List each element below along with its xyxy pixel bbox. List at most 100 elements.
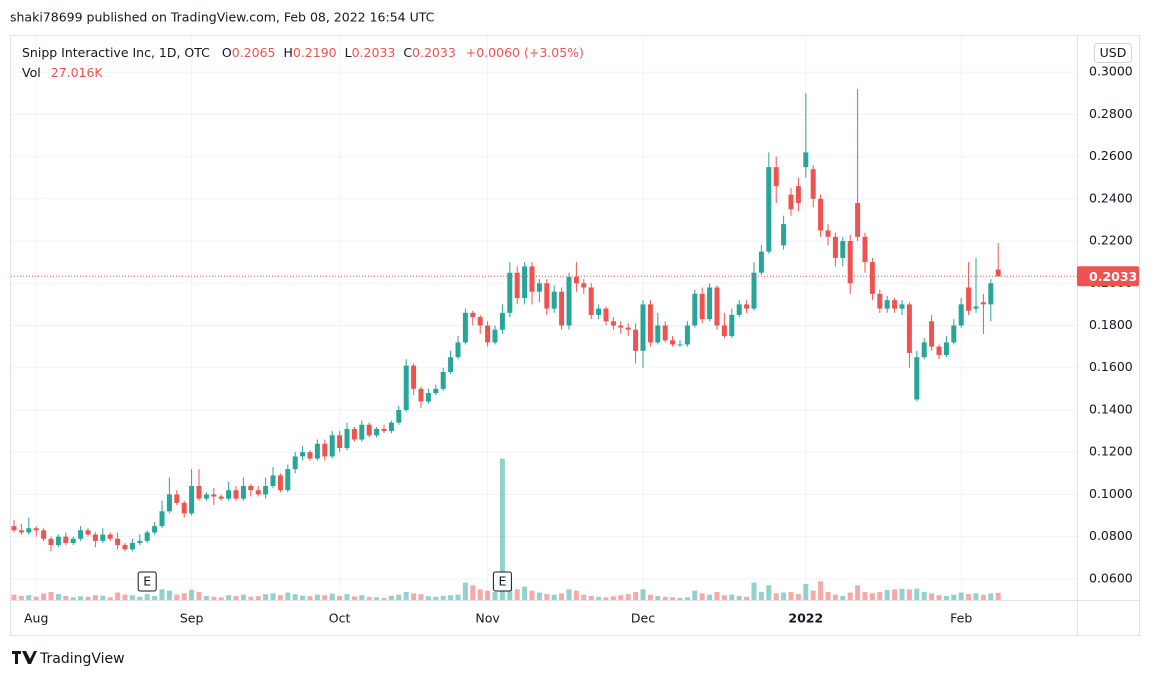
candle-body	[781, 224, 787, 246]
candle-body	[248, 485, 254, 491]
x-tick-label: Oct	[329, 611, 351, 626]
candle-body	[832, 236, 838, 258]
candle-body	[270, 475, 276, 486]
chart-frame	[10, 35, 1140, 636]
candle-body	[788, 194, 794, 210]
volume-bar	[388, 595, 394, 600]
volume-bar	[218, 597, 224, 600]
candle-body	[166, 494, 172, 512]
volume-bar	[588, 596, 594, 600]
candle-body	[603, 308, 609, 322]
candle-body	[433, 388, 439, 394]
volume-bar	[270, 593, 276, 600]
candle-body	[729, 314, 735, 337]
candle-body	[840, 241, 846, 258]
volume-bar	[544, 594, 550, 600]
candle-body	[418, 388, 424, 402]
candle-body	[744, 304, 750, 309]
volume-bar	[159, 589, 165, 600]
candle-body	[758, 251, 764, 273]
candle-body	[980, 302, 986, 305]
candle-body	[115, 538, 121, 546]
volume-bar	[633, 592, 639, 600]
candle-body	[18, 530, 24, 533]
candle-body	[566, 276, 572, 326]
volume-bar	[403, 592, 409, 600]
candle-body	[921, 342, 927, 358]
brand: TradingView	[39, 651, 125, 667]
volume-bar	[411, 593, 417, 600]
candle-body	[263, 485, 269, 495]
volume-bar	[980, 594, 986, 600]
candle-body	[26, 528, 32, 533]
volume-bar	[610, 596, 616, 600]
ohlc-value: 0.2065	[232, 45, 276, 60]
volume-bar	[573, 590, 579, 600]
candle-body	[337, 435, 343, 448]
volume-bar	[381, 597, 387, 600]
volume-bar	[55, 594, 61, 600]
volume-bar	[107, 597, 113, 600]
ohlc-label: O	[222, 45, 232, 60]
last-price-label: 0.2033	[1089, 269, 1137, 284]
volume-bar	[462, 582, 468, 600]
candle-body	[129, 542, 135, 550]
volume-bar	[647, 594, 653, 600]
candle-body	[307, 452, 313, 459]
volume-bar	[699, 593, 705, 600]
volume-bar	[277, 595, 283, 600]
volume-bar	[736, 596, 742, 600]
candle-body	[707, 287, 713, 320]
x-tick-label: Aug	[24, 611, 48, 626]
volume-bar	[522, 586, 528, 600]
volume-bar	[26, 595, 32, 600]
candle-body	[884, 300, 890, 309]
volume-bar	[174, 594, 180, 600]
volume-bar	[884, 589, 890, 600]
currency-box[interactable]	[1094, 43, 1132, 63]
candle-body	[92, 534, 98, 541]
x-tick-label: 2022	[788, 611, 823, 626]
volume-bar	[203, 596, 209, 600]
candle-body	[588, 287, 594, 315]
candle-body	[196, 485, 202, 499]
candle-body	[240, 485, 246, 499]
y-tick-label: 0.3000	[1089, 64, 1133, 79]
volume-bar	[758, 592, 764, 600]
ohlc-label: L	[345, 45, 352, 60]
volume-bar	[477, 589, 483, 600]
candle-body	[381, 428, 387, 432]
volume-bar	[255, 596, 261, 600]
volume-bar	[455, 594, 461, 600]
y-tick-label: 0.1800	[1089, 317, 1133, 332]
y-tick-label: 0.1400	[1089, 401, 1133, 416]
candle-body	[322, 443, 328, 457]
candle-body	[906, 304, 912, 353]
candle-body	[203, 494, 209, 499]
volume-bar	[877, 592, 883, 600]
y-tick-label: 0.0800	[1089, 528, 1133, 543]
volume-bar	[322, 595, 328, 600]
y-tick-label: 0.2800	[1089, 106, 1133, 121]
candle-body	[862, 236, 868, 263]
candle-body	[144, 532, 150, 541]
volume-bar	[625, 594, 631, 600]
ohlc-label: C	[403, 45, 412, 60]
earnings-label: E	[498, 574, 506, 589]
volume-bar	[855, 585, 861, 600]
grid	[11, 36, 1077, 600]
volume-bar	[344, 594, 350, 600]
volume-bar	[374, 597, 380, 600]
volume-bar	[48, 592, 54, 600]
candle-body	[152, 526, 158, 533]
y-tick-label: 0.1200	[1089, 444, 1133, 459]
volume-bar	[70, 597, 76, 600]
marks	[11, 89, 1001, 600]
volume-bar	[233, 596, 239, 600]
candle-body	[855, 203, 861, 237]
volume-bar	[285, 592, 291, 600]
y-tick-label: 0.2600	[1089, 148, 1133, 163]
volume-bar	[966, 594, 972, 600]
volume-bar	[862, 592, 868, 600]
